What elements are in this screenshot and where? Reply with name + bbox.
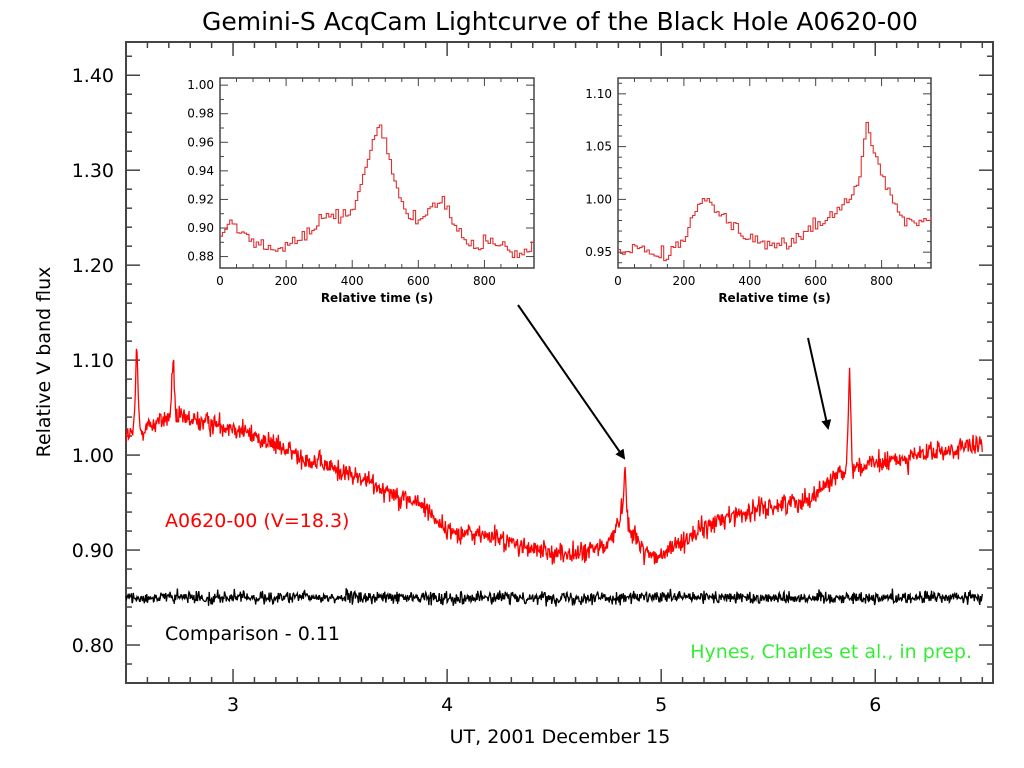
inset-x-tick-label: 400	[738, 274, 761, 288]
inset-lightcurve-line	[220, 124, 535, 259]
inset-x-tick-label: 600	[804, 274, 827, 288]
y-tick-label: 1.40	[72, 65, 114, 87]
inset-y-tick-label: 1.10	[585, 87, 612, 101]
inset-x-axis-label: Relative time (s)	[321, 291, 433, 305]
inset-y-tick-label: 1.05	[585, 140, 612, 154]
y-axis-label: Relative V band flux	[33, 267, 55, 458]
target-series-label: A0620-00 (V=18.3)	[165, 510, 349, 532]
inset-x-tick-label: 200	[275, 274, 298, 288]
y-tick-label: 1.30	[72, 160, 114, 182]
inset-x-tick-label: 600	[407, 274, 430, 288]
inset-y-tick-label: 0.90	[187, 221, 214, 235]
y-tick-label: 0.90	[72, 540, 114, 562]
main-series	[125, 348, 983, 607]
inset-panel-2: 0 200 400 600 800 0.95 1.00 1.05 1.10 Relative ti…	[585, 77, 932, 305]
inset-x-tick-label: 800	[870, 274, 893, 288]
x-tick-label: 6	[869, 694, 881, 716]
inset-y-tick-label: 1.00	[187, 78, 214, 92]
x-tick-labels: 3 4 5 6	[227, 694, 881, 716]
inset-y-tick-label: 1.00	[585, 192, 612, 206]
inset-y-tick-label: 0.98	[187, 107, 214, 121]
inset-frame	[617, 77, 932, 269]
target-lightcurve-line	[125, 348, 983, 566]
inset-x-tick-label: 0	[614, 274, 622, 288]
plot-frame	[125, 41, 994, 684]
comparison-series-label: Comparison - 0.11	[165, 623, 340, 645]
x-axis-label: UT, 2001 December 15	[450, 726, 671, 748]
credit-annotation: Hynes, Charles et al., in prep.	[690, 641, 972, 663]
inset-y-tick-label: 0.96	[187, 135, 214, 149]
inset-y-tick-label: 0.88	[187, 250, 214, 264]
x-tick-label: 3	[227, 694, 239, 716]
inset-frame	[219, 77, 535, 269]
y-tick-label: 0.80	[72, 635, 114, 657]
y-tick-labels: 0.80 0.90 1.00 1.10 1.20 1.30 1.40	[72, 65, 114, 657]
inset-x-tick-label: 400	[341, 274, 364, 288]
x-tick-label: 4	[441, 694, 453, 716]
inset-y-tick-label: 0.95	[585, 245, 612, 259]
inset-2-pointer-arrow	[807, 337, 832, 430]
inset-x-tick-label: 200	[672, 274, 695, 288]
y-tick-label: 1.00	[72, 445, 114, 467]
y-tick-label: 1.20	[72, 255, 114, 277]
inset-1-pointer-arrow	[517, 304, 626, 460]
inset-lightcurve-line	[618, 122, 932, 262]
inset-panel-1: 0 200 400 600 800 0.88 0.90 0.92 0.94 0.96 0.98 1.0…	[187, 77, 535, 305]
y-tick-label: 1.10	[72, 350, 114, 372]
inset-y-tick-label: 0.94	[187, 164, 214, 178]
main-axis-ticks	[126, 42, 993, 683]
x-tick-label: 5	[655, 694, 667, 716]
inset-x-tick-label: 0	[216, 274, 224, 288]
inset-x-axis-label: Relative time (s)	[718, 291, 830, 305]
inset-x-tick-label: 800	[473, 274, 496, 288]
chart-title: Gemini-S AcqCam Lightcurve of the Black …	[202, 7, 918, 36]
inset-y-tick-label: 0.92	[187, 192, 214, 206]
comparison-lightcurve-line	[125, 588, 983, 607]
